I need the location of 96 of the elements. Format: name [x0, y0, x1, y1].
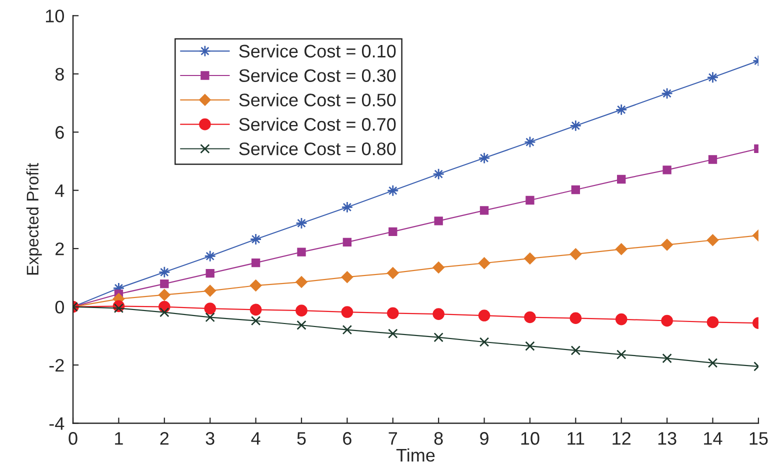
point: [615, 313, 628, 326]
y-tick-label: -2: [49, 358, 64, 372]
x-tick-label: 0: [68, 432, 78, 445]
y-tick-label: 8: [55, 68, 64, 81]
x-tick-label: 5: [297, 432, 306, 445]
x-tick-label: 12: [612, 432, 630, 445]
point: [297, 248, 306, 256]
point: [526, 196, 534, 205]
point: [524, 136, 536, 148]
point: [296, 320, 306, 330]
x-axis-title: Time: [396, 448, 435, 462]
x-tick-label: 6: [343, 432, 352, 445]
point: [617, 174, 626, 184]
y-tick-label: 0: [55, 300, 64, 314]
point: [204, 302, 216, 314]
point: [204, 250, 216, 262]
point: [250, 233, 262, 246]
x-tick-label: 7: [388, 432, 397, 445]
point: [434, 216, 443, 226]
x-tick-label: 3: [206, 432, 214, 445]
point: [204, 284, 216, 297]
point: [342, 324, 352, 335]
point: [158, 266, 170, 278]
point: [432, 262, 444, 274]
point: [661, 238, 673, 251]
x-tick-label: 4: [251, 432, 260, 445]
point: [432, 308, 444, 320]
point: [478, 257, 490, 269]
point: [205, 312, 215, 322]
point: [158, 288, 170, 301]
point: [571, 185, 580, 194]
x-tick-label: 1: [115, 432, 123, 445]
point: [250, 316, 261, 326]
legend-label: Service Cost = 0.10: [239, 44, 396, 58]
point: [480, 206, 489, 215]
point: [296, 276, 308, 288]
x-tick-label: 9: [480, 432, 488, 445]
y-tick-label: 2: [56, 242, 64, 256]
x-tick-label: 13: [658, 432, 676, 445]
x-tick-label: 8: [434, 432, 443, 445]
x-tick-label: 10: [521, 432, 540, 445]
point: [342, 238, 352, 246]
point: [250, 280, 262, 292]
point: [434, 332, 444, 342]
point: [160, 307, 170, 318]
point: [706, 316, 719, 328]
y-axis-title: Expected Profit: [26, 163, 42, 275]
point: [341, 201, 354, 214]
point: [432, 168, 444, 180]
point: [524, 311, 536, 324]
point: [479, 337, 490, 347]
point: [296, 304, 308, 316]
point: [478, 310, 490, 322]
x-tick-label: 11: [568, 432, 584, 445]
legend-label: Service Cost = 0.80: [239, 142, 396, 156]
point: [160, 279, 169, 288]
point: [570, 248, 582, 260]
legend-label: Service Cost = 0.30: [239, 68, 396, 82]
point: [662, 166, 672, 174]
point: [388, 227, 398, 236]
point: [206, 268, 214, 278]
point: [524, 252, 536, 264]
y-tick-label: 10: [46, 10, 64, 22]
point: [708, 155, 718, 164]
point: [661, 87, 673, 100]
point: [570, 312, 582, 324]
point: [341, 306, 354, 318]
point: [388, 328, 398, 338]
x-tick-label: 15: [750, 432, 768, 445]
point: [114, 303, 124, 314]
point: [386, 184, 399, 197]
legend-label: Service Cost = 0.50: [239, 93, 396, 106]
point: [478, 152, 490, 164]
legend-label: Service Cost = 0.70: [239, 118, 396, 131]
y-tick-label: 6: [56, 126, 64, 139]
point: [616, 350, 626, 360]
x-tick-label: 2: [160, 432, 169, 445]
point: [706, 234, 719, 246]
y-tick-label: -4: [49, 417, 64, 430]
point: [706, 71, 719, 84]
point: [615, 104, 628, 116]
point: [251, 258, 260, 268]
point: [250, 304, 262, 316]
point: [708, 358, 718, 368]
x-tick-label: 14: [704, 432, 722, 445]
point: [525, 341, 535, 351]
point: [661, 314, 673, 327]
point: [341, 271, 354, 283]
point: [296, 217, 308, 230]
point: [570, 346, 581, 356]
y-tick-label: 4: [55, 184, 64, 197]
point: [616, 243, 628, 255]
point: [570, 120, 582, 132]
point: [387, 267, 399, 279]
point: [386, 307, 399, 320]
point: [662, 353, 672, 364]
